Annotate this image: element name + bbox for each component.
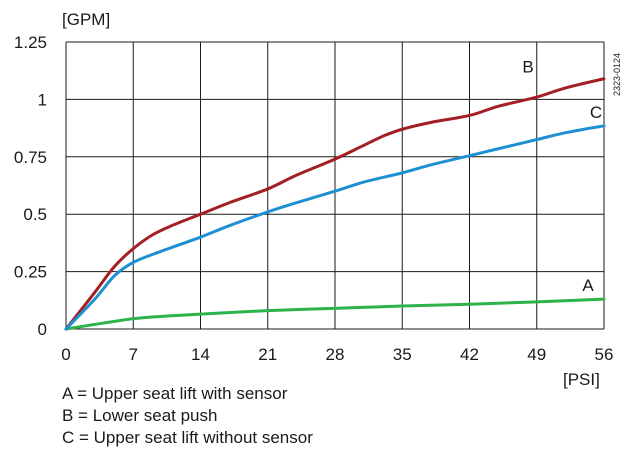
series-label-c: C xyxy=(590,103,602,122)
x-tick-label: 14 xyxy=(191,345,210,364)
x-tick-label: 28 xyxy=(326,345,345,364)
y-tick-label: 0.25 xyxy=(14,263,47,282)
series-label-a: A xyxy=(582,276,594,295)
series-line-c xyxy=(64,124,606,331)
legend-item-c: C = Upper seat lift without sensor xyxy=(62,428,313,447)
x-tick-label: 21 xyxy=(258,345,277,364)
figure-code: 2323-0124 xyxy=(612,53,622,96)
x-tick-label: 56 xyxy=(595,345,614,364)
x-tick-label: 42 xyxy=(460,345,479,364)
series-lines: A B C xyxy=(64,58,606,331)
y-tick-label: 1.25 xyxy=(14,33,47,52)
y-axis-unit-label: [GPM] xyxy=(62,10,110,29)
y-tick-label: 0.75 xyxy=(14,148,47,167)
series-label-b: B xyxy=(522,58,533,77)
series-line-b xyxy=(64,77,606,331)
tick-labels: 0 7 14 21 28 35 42 49 56 0 0.25 0.5 0.75 1 1.25 xyxy=(14,33,614,364)
series-line-a xyxy=(64,297,606,331)
y-tick-label: 0.5 xyxy=(23,205,47,224)
x-tick-label: 49 xyxy=(527,345,546,364)
x-axis-unit-label: [PSI] xyxy=(563,370,600,389)
x-tick-label: 7 xyxy=(129,345,138,364)
legend-item-b: B = Lower seat push xyxy=(62,406,218,425)
x-tick-label: 0 xyxy=(61,345,70,364)
y-tick-label: 1 xyxy=(38,90,47,109)
legend-item-a: A = Upper seat lift with sensor xyxy=(62,384,288,403)
grid xyxy=(65,41,605,330)
legend: A = Upper seat lift with sensor B = Lowe… xyxy=(62,383,313,449)
x-tick-label: 35 xyxy=(393,345,412,364)
y-tick-label: 0 xyxy=(38,320,47,339)
